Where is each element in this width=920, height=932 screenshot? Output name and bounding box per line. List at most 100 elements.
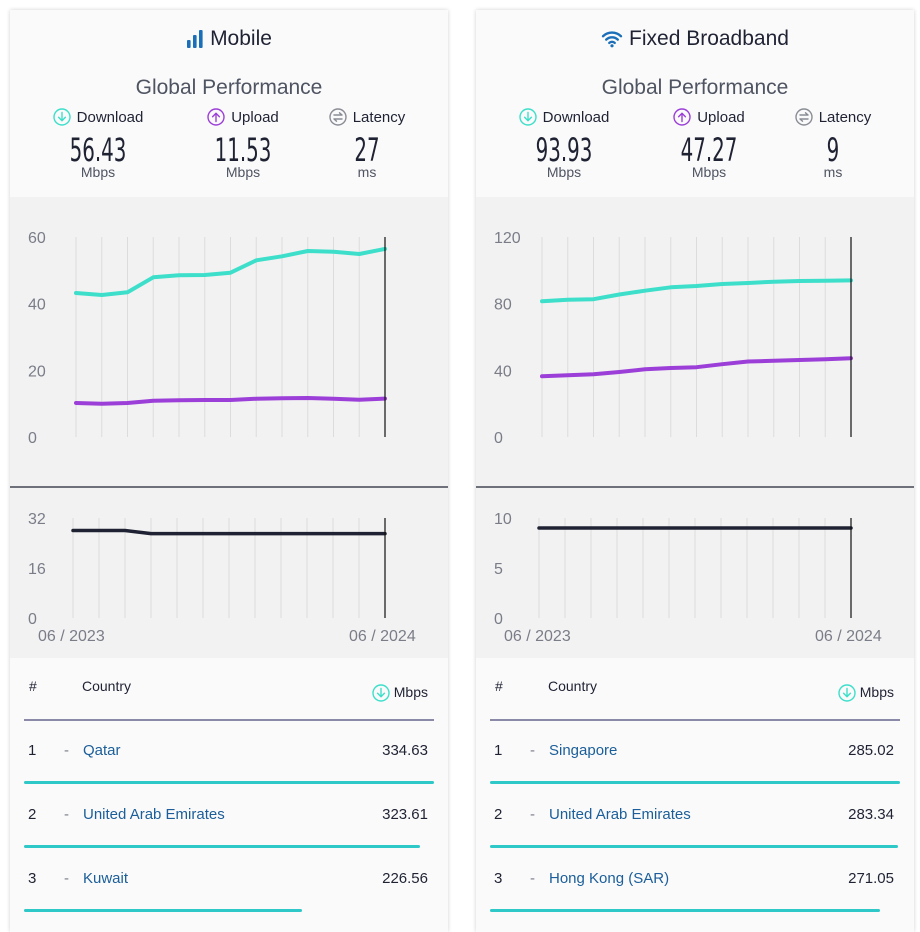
download-arrow-icon	[372, 684, 390, 702]
country-link[interactable]: Qatar	[83, 742, 121, 759]
rank-number: 1	[28, 742, 37, 759]
latency-metric: Latency 27 ms	[302, 107, 432, 180]
x-tick-label-end: 06 / 2024	[815, 628, 882, 645]
series-line-download	[74, 246, 387, 297]
download-unit: Mbps	[80, 164, 116, 180]
upload-label: Upload	[644, 107, 774, 129]
latency-value: 9	[826, 131, 840, 169]
signal-bars-icon	[187, 30, 203, 48]
mobile-panel: Mobile Global Performance Download 56.43…	[10, 10, 448, 932]
speed-value: 285.02	[848, 742, 894, 759]
latency-arrows-icon	[329, 108, 347, 126]
download-unit: Mbps	[546, 164, 582, 180]
mobile-chart-area[interactable]: 0 20 40 60 0 16 32 06 / 2023 06 / 2024	[10, 197, 448, 658]
rank-number: 3	[494, 870, 503, 887]
speed-value: 226.56	[382, 870, 428, 887]
y-tick-label: 5	[494, 561, 503, 578]
latency-label: Latency	[302, 107, 432, 129]
rank-change-dash: -	[530, 806, 535, 823]
global-performance-heading: Global Performance	[135, 76, 323, 99]
y-tick-label: 16	[28, 561, 46, 578]
country-link[interactable]: United Arab Emirates	[549, 806, 691, 823]
country-link[interactable]: Kuwait	[83, 870, 129, 887]
header-divider	[490, 719, 900, 721]
speed-value: 334.63	[382, 742, 428, 759]
speed-bar	[490, 845, 898, 848]
upload-metric: Upload 47.27 Mbps	[644, 107, 774, 180]
latency-unit: ms	[823, 164, 843, 180]
upload-unit: Mbps	[691, 164, 727, 180]
rank-number: 1	[494, 742, 503, 759]
ranking-row: 2 - United Arab Emirates 323.61	[10, 785, 448, 849]
download-label: Download	[499, 107, 629, 129]
speed-value: 323.61	[382, 806, 428, 823]
rank-number: 3	[28, 870, 37, 887]
latency-metric: Latency 9 ms	[768, 107, 898, 180]
ranking-row: 3 - Hong Kong (SAR) 271.05	[476, 849, 914, 913]
panel-title[interactable]: Fixed Broadband	[476, 27, 914, 51]
download-arrow-icon	[518, 108, 537, 126]
x-tick-label-end: 06 / 2024	[349, 628, 416, 645]
y-tick-label: 120	[494, 230, 521, 247]
ranking-row: 1 - Singapore 285.02	[476, 721, 914, 785]
y-tick-label: 80	[494, 297, 512, 314]
mbps-column-header[interactable]: Mbps	[372, 684, 428, 702]
fixed-chart-area[interactable]: 0 40 80 120 0 5 10 06 / 2023 06 / 2024	[476, 197, 914, 658]
rank-change-dash: -	[64, 870, 69, 887]
rank-number: 2	[494, 806, 503, 823]
upload-arrow-icon	[673, 108, 691, 126]
upload-unit: Mbps	[225, 164, 261, 180]
speed-bar	[24, 909, 302, 912]
latency-label: Latency	[768, 107, 898, 129]
y-tick-label: 0	[28, 611, 37, 628]
y-tick-label: 0	[494, 611, 503, 628]
y-tick-label: 40	[28, 297, 46, 314]
rank-number: 2	[28, 806, 37, 823]
fixed-broadband-panel: Fixed Broadband Global Performance Downl…	[476, 10, 914, 932]
panel-title[interactable]: Mobile	[10, 27, 448, 51]
country-link[interactable]: Singapore	[549, 742, 618, 759]
download-metric: Download 93.93 Mbps	[499, 107, 629, 180]
rank-change-dash: -	[64, 742, 69, 759]
download-arrow-icon	[838, 684, 856, 702]
series-line-latency	[71, 528, 387, 536]
download-value: 56.43	[69, 131, 127, 169]
country-link[interactable]: United Arab Emirates	[83, 806, 225, 823]
series-line-upload	[540, 356, 853, 379]
speed-value: 283.34	[848, 806, 894, 823]
header-divider	[24, 719, 434, 721]
mobile-charts-svg[interactable]: 0 20 40 60 0 16 32 06 / 2023 06 / 2024	[10, 197, 448, 658]
country-link[interactable]: Hong Kong (SAR)	[549, 870, 670, 887]
country-column-header: Country	[548, 678, 598, 694]
global-performance-heading: Global Performance	[601, 76, 789, 99]
upload-label: Upload	[178, 107, 308, 129]
rank-change-dash: -	[530, 742, 535, 759]
ranking-row: 3 - Kuwait 226.56	[10, 849, 448, 913]
y-tick-label: 0	[494, 430, 503, 447]
country-column-header: Country	[82, 678, 132, 694]
ranking-row: 2 - United Arab Emirates 283.34	[476, 785, 914, 849]
x-tick-label-start: 06 / 2023	[38, 628, 105, 645]
y-tick-label: 10	[494, 511, 512, 528]
series-line-upload	[74, 396, 387, 406]
mobile-ranking-table: # Country Mbps 1- Qatar 334.63 2- United Ara…	[10, 658, 448, 932]
upload-value: 47.27	[680, 131, 738, 169]
rank-column-header: #	[29, 678, 37, 694]
rank-change-dash: -	[64, 806, 69, 823]
fixed-charts-svg[interactable]: 0 40 80 120 0 5 10 06 / 2023 06 / 2024	[476, 197, 914, 658]
mbps-column-header[interactable]: Mbps	[838, 684, 894, 702]
speed-value: 271.05	[848, 870, 894, 887]
latency-value: 27	[354, 131, 380, 169]
upload-value: 11.53	[214, 131, 272, 169]
y-tick-label: 60	[28, 230, 46, 247]
x-tick-label-start: 06 / 2023	[504, 628, 571, 645]
fixed-ranking-table: # Country Mbps 1- Singapore 285.02 2- United…	[476, 658, 914, 932]
y-tick-label: 20	[28, 363, 46, 380]
speed-bar	[24, 845, 420, 848]
y-tick-label: 32	[28, 511, 46, 528]
speed-bar	[24, 781, 434, 784]
panel-title-text: Mobile	[210, 27, 272, 50]
download-value: 93.93	[535, 131, 593, 169]
speed-bar	[490, 909, 880, 912]
rank-column-header: #	[495, 678, 503, 694]
